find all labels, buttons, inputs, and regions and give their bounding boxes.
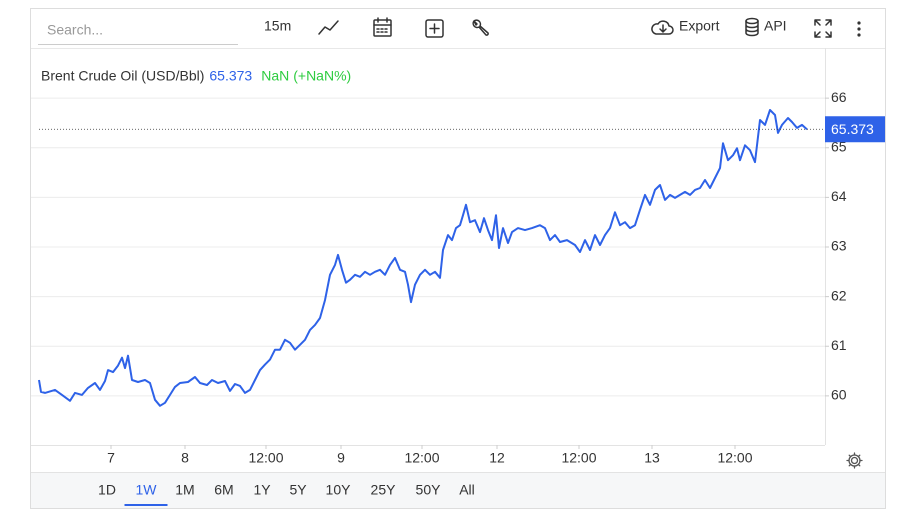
- x-tick-label: 13: [644, 450, 660, 466]
- menu-icon[interactable]: [857, 21, 861, 37]
- range-button[interactable]: 50Y: [416, 482, 442, 498]
- x-tick-label: 12:00: [248, 450, 283, 466]
- y-tick-label: 60: [831, 387, 847, 403]
- price-line: [38, 109, 808, 407]
- range-button[interactable]: 1D: [98, 482, 116, 498]
- y-tick-label: 64: [831, 188, 847, 204]
- x-tick-label: 9: [337, 450, 345, 466]
- x-tick-label: 8: [181, 450, 189, 466]
- last-price-tag: [825, 116, 885, 143]
- fullscreen-icon[interactable]: [814, 19, 832, 38]
- x-tick-label: 12: [489, 450, 505, 466]
- legend-change-pct: (+NaN%): [293, 68, 351, 84]
- range-button[interactable]: All: [459, 482, 475, 498]
- legend-change: NaN: [261, 68, 289, 84]
- search-box[interactable]: Search...: [38, 22, 238, 45]
- y-tick-label: 61: [831, 337, 847, 353]
- y-tick-label: 62: [831, 287, 847, 303]
- range-button[interactable]: 6M: [214, 482, 233, 498]
- api-icon[interactable]: [745, 17, 759, 37]
- last-price-label: 65.373: [831, 121, 874, 137]
- y-tick-label: 65: [831, 138, 847, 154]
- line-type-icon[interactable]: [318, 20, 339, 35]
- x-tick-label: 7: [107, 450, 115, 466]
- active-range-underline: [124, 504, 168, 506]
- range-button[interactable]: 1W: [136, 482, 158, 498]
- range-bar: [31, 472, 885, 508]
- legend: Brent Crude Oil (USD/Bbl) 65.373 NaN (+N…: [41, 68, 351, 84]
- search-placeholder: Search...: [47, 22, 103, 38]
- export-icon[interactable]: [651, 20, 674, 35]
- settings-wrench-icon[interactable]: [472, 19, 489, 36]
- range-button[interactable]: 1Y: [253, 482, 271, 498]
- interval-button[interactable]: 15m: [264, 18, 291, 34]
- range-button[interactable]: 25Y: [371, 482, 397, 498]
- x-tick-label: 12:00: [561, 450, 596, 466]
- range-button[interactable]: 10Y: [326, 482, 352, 498]
- calendar-icon[interactable]: [373, 17, 392, 37]
- y-tick-label: 63: [831, 238, 847, 254]
- range-button[interactable]: 5Y: [289, 482, 307, 498]
- x-tick-label: 12:00: [717, 450, 752, 466]
- legend-value: 65.373: [209, 68, 252, 84]
- export-button[interactable]: Export: [679, 18, 720, 34]
- legend-name: Brent Crude Oil (USD/Bbl): [41, 68, 204, 84]
- api-button[interactable]: API: [764, 18, 787, 34]
- x-tick-label: 12:00: [404, 450, 439, 466]
- range-button[interactable]: 1M: [175, 482, 194, 498]
- frame: [30, 8, 886, 509]
- y-tick-label: 66: [831, 89, 847, 105]
- axis-settings-icon[interactable]: [846, 452, 863, 469]
- add-icon[interactable]: [425, 19, 444, 38]
